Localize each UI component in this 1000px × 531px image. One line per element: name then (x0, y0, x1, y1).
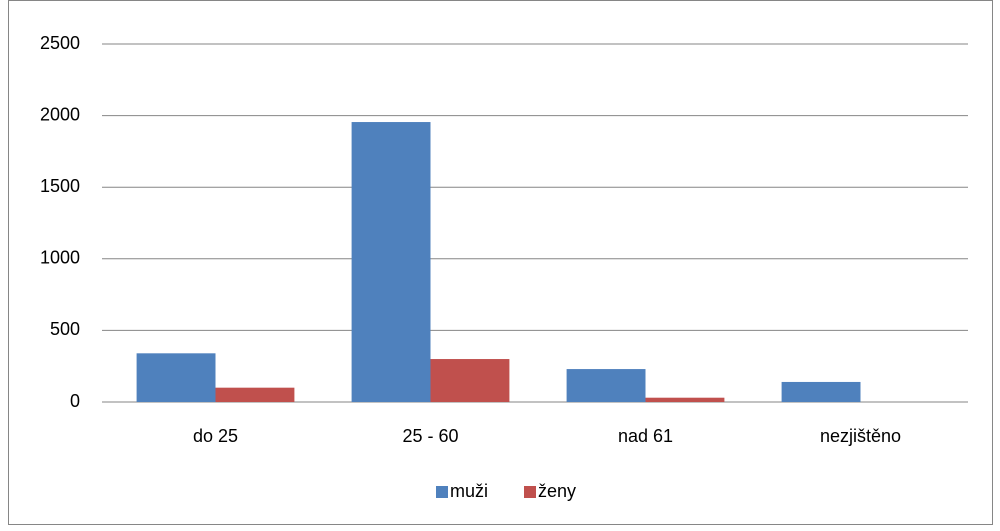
bar (645, 397, 725, 402)
y-tick-label: 1500 (40, 176, 80, 196)
x-tick-label: nad 61 (618, 426, 673, 446)
x-tick-label: do 25 (193, 426, 238, 446)
legend-swatch (436, 486, 448, 498)
legend-label: ženy (538, 481, 576, 501)
y-tick-label: 1000 (40, 248, 80, 268)
legend-label: muži (450, 481, 488, 501)
bar (351, 122, 431, 402)
bar (136, 353, 216, 402)
bar (781, 381, 861, 402)
bar (215, 387, 295, 402)
y-tick-label: 2000 (40, 104, 80, 124)
y-tick-label: 2500 (40, 33, 80, 53)
x-tick-label: nezjištěno (820, 426, 901, 446)
x-tick-label: 25 - 60 (402, 426, 458, 446)
legend-swatch (524, 486, 536, 498)
y-tick-label: 500 (50, 319, 80, 339)
bar (430, 359, 510, 402)
chart-border (8, 0, 993, 525)
y-tick-label: 0 (70, 391, 80, 411)
bar (566, 369, 646, 402)
